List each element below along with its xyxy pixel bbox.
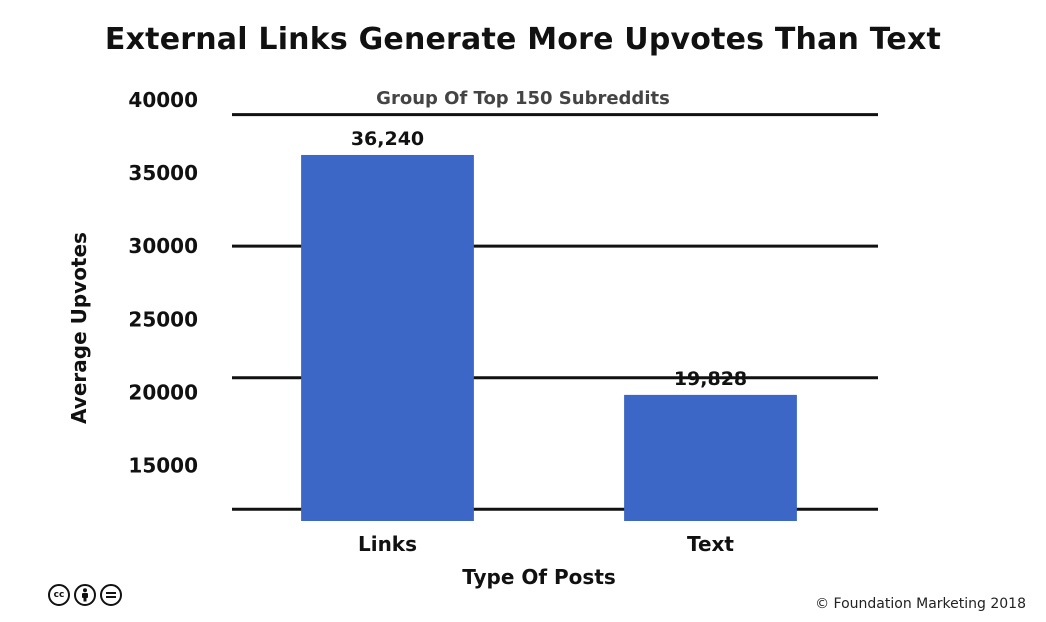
y-tick-label: 20000 [128,380,198,404]
x-tick-label: Links [358,532,417,556]
y-axis-ticks: 40000 35000 30000 25000 20000 15000 [128,88,198,477]
y-tick-label: 15000 [128,453,198,477]
data-labels: 36,240 19,828 [351,128,747,390]
chart-title: External Links Generate More Upvotes Tha… [104,22,942,57]
by-icon [74,584,96,606]
x-tick-label: Text [687,532,734,556]
y-tick-label: 40000 [128,88,198,112]
cc-icon: cc [48,584,70,606]
y-tick-label: 30000 [128,234,198,258]
y-tick-label: 35000 [128,161,198,185]
y-axis-label: Average Upvotes [67,232,91,424]
x-axis-label: Type Of Posts [462,565,616,589]
nd-icon [100,584,122,606]
copyright-text: © Foundation Marketing 2018 [815,596,1026,612]
data-label: 36,240 [351,128,424,150]
bar-links [301,154,474,522]
bars [301,154,797,522]
chart-subtitle: Group Of Top 150 Subreddits [376,88,670,109]
license-badges: cc [48,584,122,606]
x-axis-ticks: Links Text [358,532,734,556]
y-tick-label: 25000 [128,307,198,331]
bar-text [624,394,797,521]
data-label: 19,828 [674,368,747,390]
